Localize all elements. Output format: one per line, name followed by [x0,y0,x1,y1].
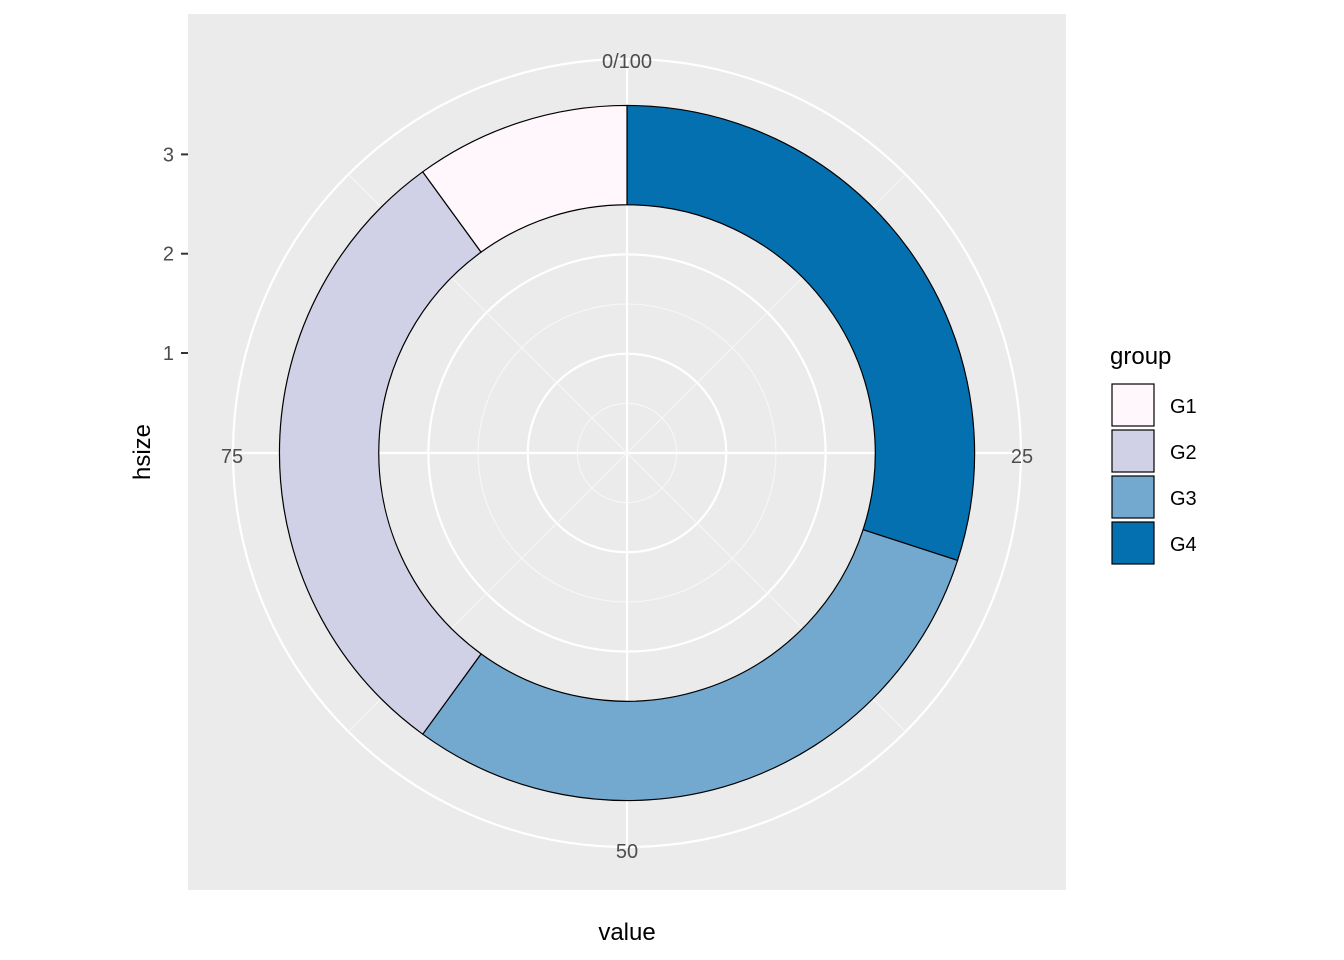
radial-tick-label: 1 [163,343,174,365]
theta-tick-label: 75 [221,446,243,468]
theta-tick-label: 25 [1011,446,1033,468]
legend-key-g2 [1111,429,1155,473]
legend: group G1 G2 G3 G4 [1110,343,1197,565]
donut-slice-g1 [421,104,628,253]
legend-title: group [1110,343,1171,370]
radial-axis: 1 2 3 [163,144,188,365]
donut-slices [278,104,976,802]
theta-tick-label: 50 [616,841,638,863]
x-axis-title: value [598,919,655,946]
theta-tick-label: 0/100 [602,51,652,73]
legend-key-g3 [1111,475,1155,519]
donut-slice-g3 [421,528,959,802]
donut-slice-g2 [278,170,482,736]
legend-label: G4 [1170,534,1197,556]
y-axis-title: hsize [129,424,156,480]
radial-tick-label: 3 [163,144,174,166]
theta-tick-labels: 0/100 25 50 75 [221,51,1033,863]
legend-label: G1 [1170,396,1197,418]
legend-key-g1 [1111,383,1155,427]
legend-label: G3 [1170,488,1197,510]
legend-items: G1 G2 G3 G4 [1111,383,1197,565]
legend-label: G2 [1170,442,1197,464]
donut-slice-g4 [626,104,976,562]
radial-tick-label: 2 [163,244,174,266]
legend-key-g4 [1111,521,1155,565]
